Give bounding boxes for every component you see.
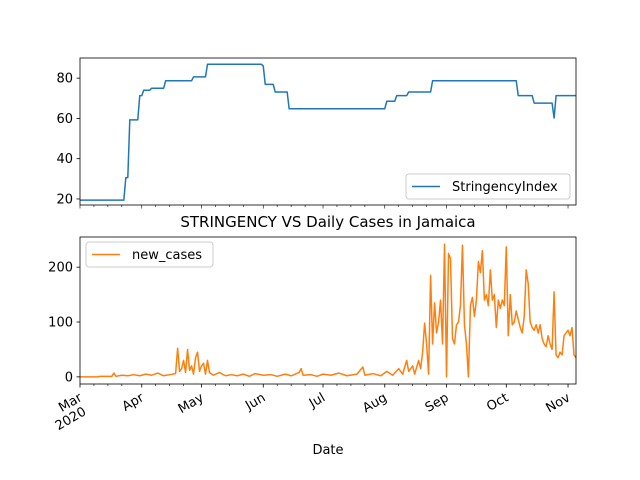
stringency-line: [80, 63, 576, 201]
y-tick-label: 40: [56, 152, 73, 167]
cases-legend: new_cases: [85, 241, 214, 268]
stringency-axes-frame: [79, 57, 577, 206]
stringency-x-minor-ticks: [79, 205, 569, 209]
stringency-legend: StringencyIndex: [405, 173, 571, 200]
cases-y-ticks: 0 100 200: [48, 261, 80, 385]
y-tick-label: 20: [56, 192, 73, 207]
y-tick-label: 100: [48, 316, 73, 331]
cases-x-minor-ticks: [93, 384, 549, 386]
chart-title: STRINGENCY VS Daily Cases in Jamaica: [180, 213, 475, 231]
legend-label-stringency: StringencyIndex: [452, 180, 558, 195]
stringency-y-ticks: 20 40 60 80: [56, 72, 80, 207]
y-tick-label: 200: [48, 261, 73, 276]
legend-label-new-cases: new_cases: [132, 248, 202, 263]
cases-axes-frame: [79, 236, 577, 385]
x-axis-label: Date: [312, 443, 343, 458]
y-tick-label: 80: [56, 72, 73, 87]
y-tick-label: 0: [65, 370, 73, 385]
legend-frame: [405, 173, 571, 200]
legend-frame: [85, 241, 214, 268]
x-tick-label: Jul: [306, 390, 328, 411]
y-tick-label: 60: [56, 112, 73, 127]
new-cases-line: [80, 243, 577, 378]
stringency-panel: 20 40 60 80 StringencyIndex: [56, 57, 577, 209]
